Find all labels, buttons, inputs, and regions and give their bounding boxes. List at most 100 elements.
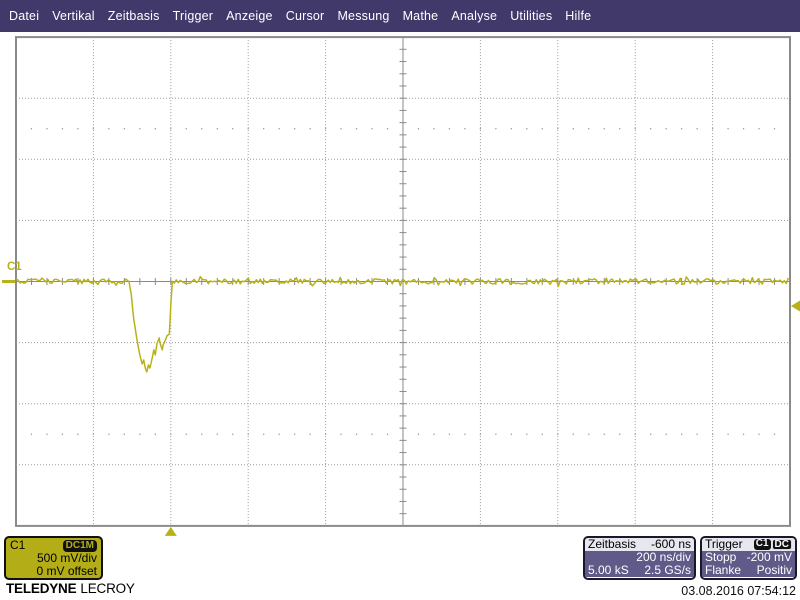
menu-hilfe[interactable]: Hilfe [565, 9, 592, 23]
menu-analyse[interactable]: Analyse [451, 9, 498, 23]
minor-dot [526, 433, 528, 435]
minor-dot [262, 128, 265, 130]
minor-dot [572, 433, 574, 435]
trigger-title: Trigger [705, 537, 743, 551]
timebase-rate: 2.5 GS/s [644, 563, 691, 577]
minor-dot [758, 128, 760, 130]
channel-c1-box[interactable]: C1 DC1M 500 mV/div 0 mV offset [4, 536, 103, 580]
trigger-box[interactable]: Trigger C1 DC Stopp -200 mV Flanke Posit… [700, 536, 797, 580]
minor-dot [201, 433, 203, 435]
timebase-title: Zeitbasis [588, 537, 637, 551]
minor-dot [619, 128, 621, 130]
menu-datei[interactable]: Datei [9, 9, 40, 23]
minor-dot [293, 128, 296, 130]
menu-zeitbasis[interactable]: Zeitbasis [107, 9, 160, 23]
minor-dot [293, 433, 296, 435]
minor-dot [108, 433, 110, 435]
minor-dot [30, 433, 33, 435]
minor-dot [696, 128, 698, 130]
minor-dot [634, 128, 636, 130]
menu-mathe[interactable]: Mathe [402, 9, 439, 23]
minor-dot [262, 433, 265, 435]
minor-dot [232, 128, 234, 130]
menu-cursor[interactable]: Cursor [285, 9, 325, 23]
minor-dot [742, 128, 745, 130]
minor-dot [680, 128, 683, 130]
minor-dot [588, 433, 590, 435]
minor-dot [92, 128, 95, 130]
minor-dot [278, 128, 280, 130]
minor-dot [92, 433, 95, 435]
minor-dot [216, 128, 218, 130]
minor-dot [742, 433, 745, 435]
timebase-box[interactable]: Zeitbasis -600 ns 200 ns/div 5.00 kS 2.5… [583, 536, 696, 580]
datetime-display: 03.08.2016 07:54:12 [681, 584, 796, 598]
minor-dot [557, 128, 559, 130]
minor-dot [727, 433, 729, 435]
minor-dot [464, 433, 466, 435]
minor-dot [402, 433, 404, 435]
minor-dot [619, 433, 621, 435]
trigger-coupling-badge: DC [771, 539, 792, 550]
minor-dot [61, 128, 64, 130]
minor-dot [309, 128, 311, 130]
minor-dot [526, 128, 528, 130]
minor-dot [340, 128, 342, 130]
menu-messung[interactable]: Messung [337, 9, 390, 23]
minor-dot [603, 128, 605, 130]
minor-dot [371, 433, 373, 435]
menu-anzeige[interactable]: Anzeige [226, 9, 273, 23]
minor-dot [758, 433, 760, 435]
timebase-scale: 200 ns/div [636, 550, 691, 564]
minor-dot [216, 433, 218, 435]
minor-dot [448, 128, 451, 130]
minor-dot [711, 433, 714, 435]
minor-dot [324, 433, 327, 435]
minor-dot [417, 128, 420, 130]
minor-dot [61, 433, 64, 435]
trigger-slope: Positiv [756, 563, 792, 577]
trigger-source-badge: C1 [753, 538, 771, 550]
channel-scale: 500 mV/div [36, 551, 97, 565]
minor-dot [588, 128, 590, 130]
c1-waveform-trace [15, 275, 790, 373]
minor-dot [108, 128, 110, 130]
minor-dot [139, 433, 141, 435]
minor-dot [355, 433, 358, 435]
minor-dot [154, 433, 157, 435]
minor-dot [324, 128, 327, 130]
minor-dot [696, 433, 698, 435]
menu-utilities[interactable]: Utilities [510, 9, 553, 23]
minor-dot [727, 128, 729, 130]
menu-trigger[interactable]: Trigger [172, 9, 214, 23]
logo-teledyne: TELEDYNE [6, 581, 77, 596]
minor-dot [123, 433, 126, 435]
menu-vertikal[interactable]: Vertikal [52, 9, 95, 23]
minor-dot [309, 433, 311, 435]
channel-c1-trace-label: C1 [7, 261, 22, 273]
minor-dot [479, 128, 482, 130]
minor-dot [77, 433, 79, 435]
trigger-level: -200 mV [746, 550, 792, 564]
minor-dot [247, 128, 249, 130]
timebase-samples: 5.00 kS [588, 563, 629, 577]
minor-dot [170, 128, 172, 130]
minor-dot [665, 128, 667, 130]
minor-dot [433, 128, 435, 130]
minor-dot [77, 128, 79, 130]
channel-name: C1 [10, 538, 26, 552]
minor-dot [355, 128, 358, 130]
trigger-level-marker[interactable] [791, 300, 800, 312]
minor-dot [201, 128, 203, 130]
minor-dot [247, 433, 249, 435]
minor-dot [557, 433, 559, 435]
minor-dot [773, 433, 776, 435]
timebase-delay: -600 ns [650, 537, 691, 551]
c1-ground-marker[interactable] [2, 280, 15, 283]
minor-dot [495, 128, 497, 130]
minor-dot [448, 433, 451, 435]
minor-dot [185, 128, 187, 130]
minor-dot [479, 433, 482, 435]
trigger-position-marker[interactable] [164, 526, 177, 536]
